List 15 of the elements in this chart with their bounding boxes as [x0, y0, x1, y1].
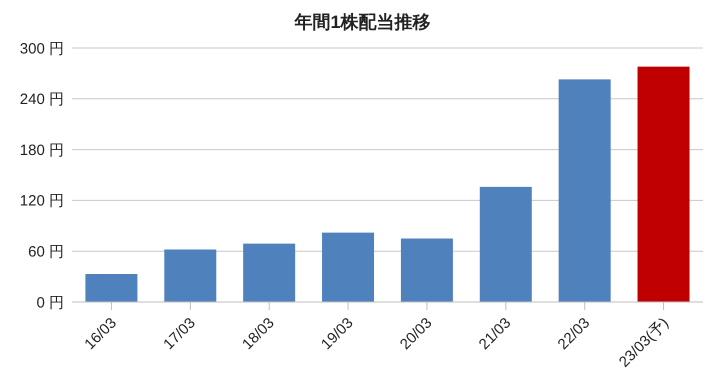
bar: [558, 79, 611, 302]
y-tick-label: 180 円: [20, 142, 64, 159]
bar: [322, 232, 374, 302]
bar: [85, 274, 138, 302]
y-tick-label: 120 円: [20, 192, 64, 210]
bar: [243, 244, 296, 302]
bar: [638, 66, 690, 302]
y-tick-label: 0 円: [36, 294, 64, 312]
y-tick-label: 300 円: [20, 40, 64, 58]
bar: [164, 250, 216, 302]
y-tick-label: 60 円: [28, 244, 64, 261]
y-tick-label: 240 円: [20, 91, 64, 108]
bar: [400, 238, 453, 302]
bar: [480, 186, 532, 302]
chart-title: 年間1株配当推移: [293, 11, 432, 34]
